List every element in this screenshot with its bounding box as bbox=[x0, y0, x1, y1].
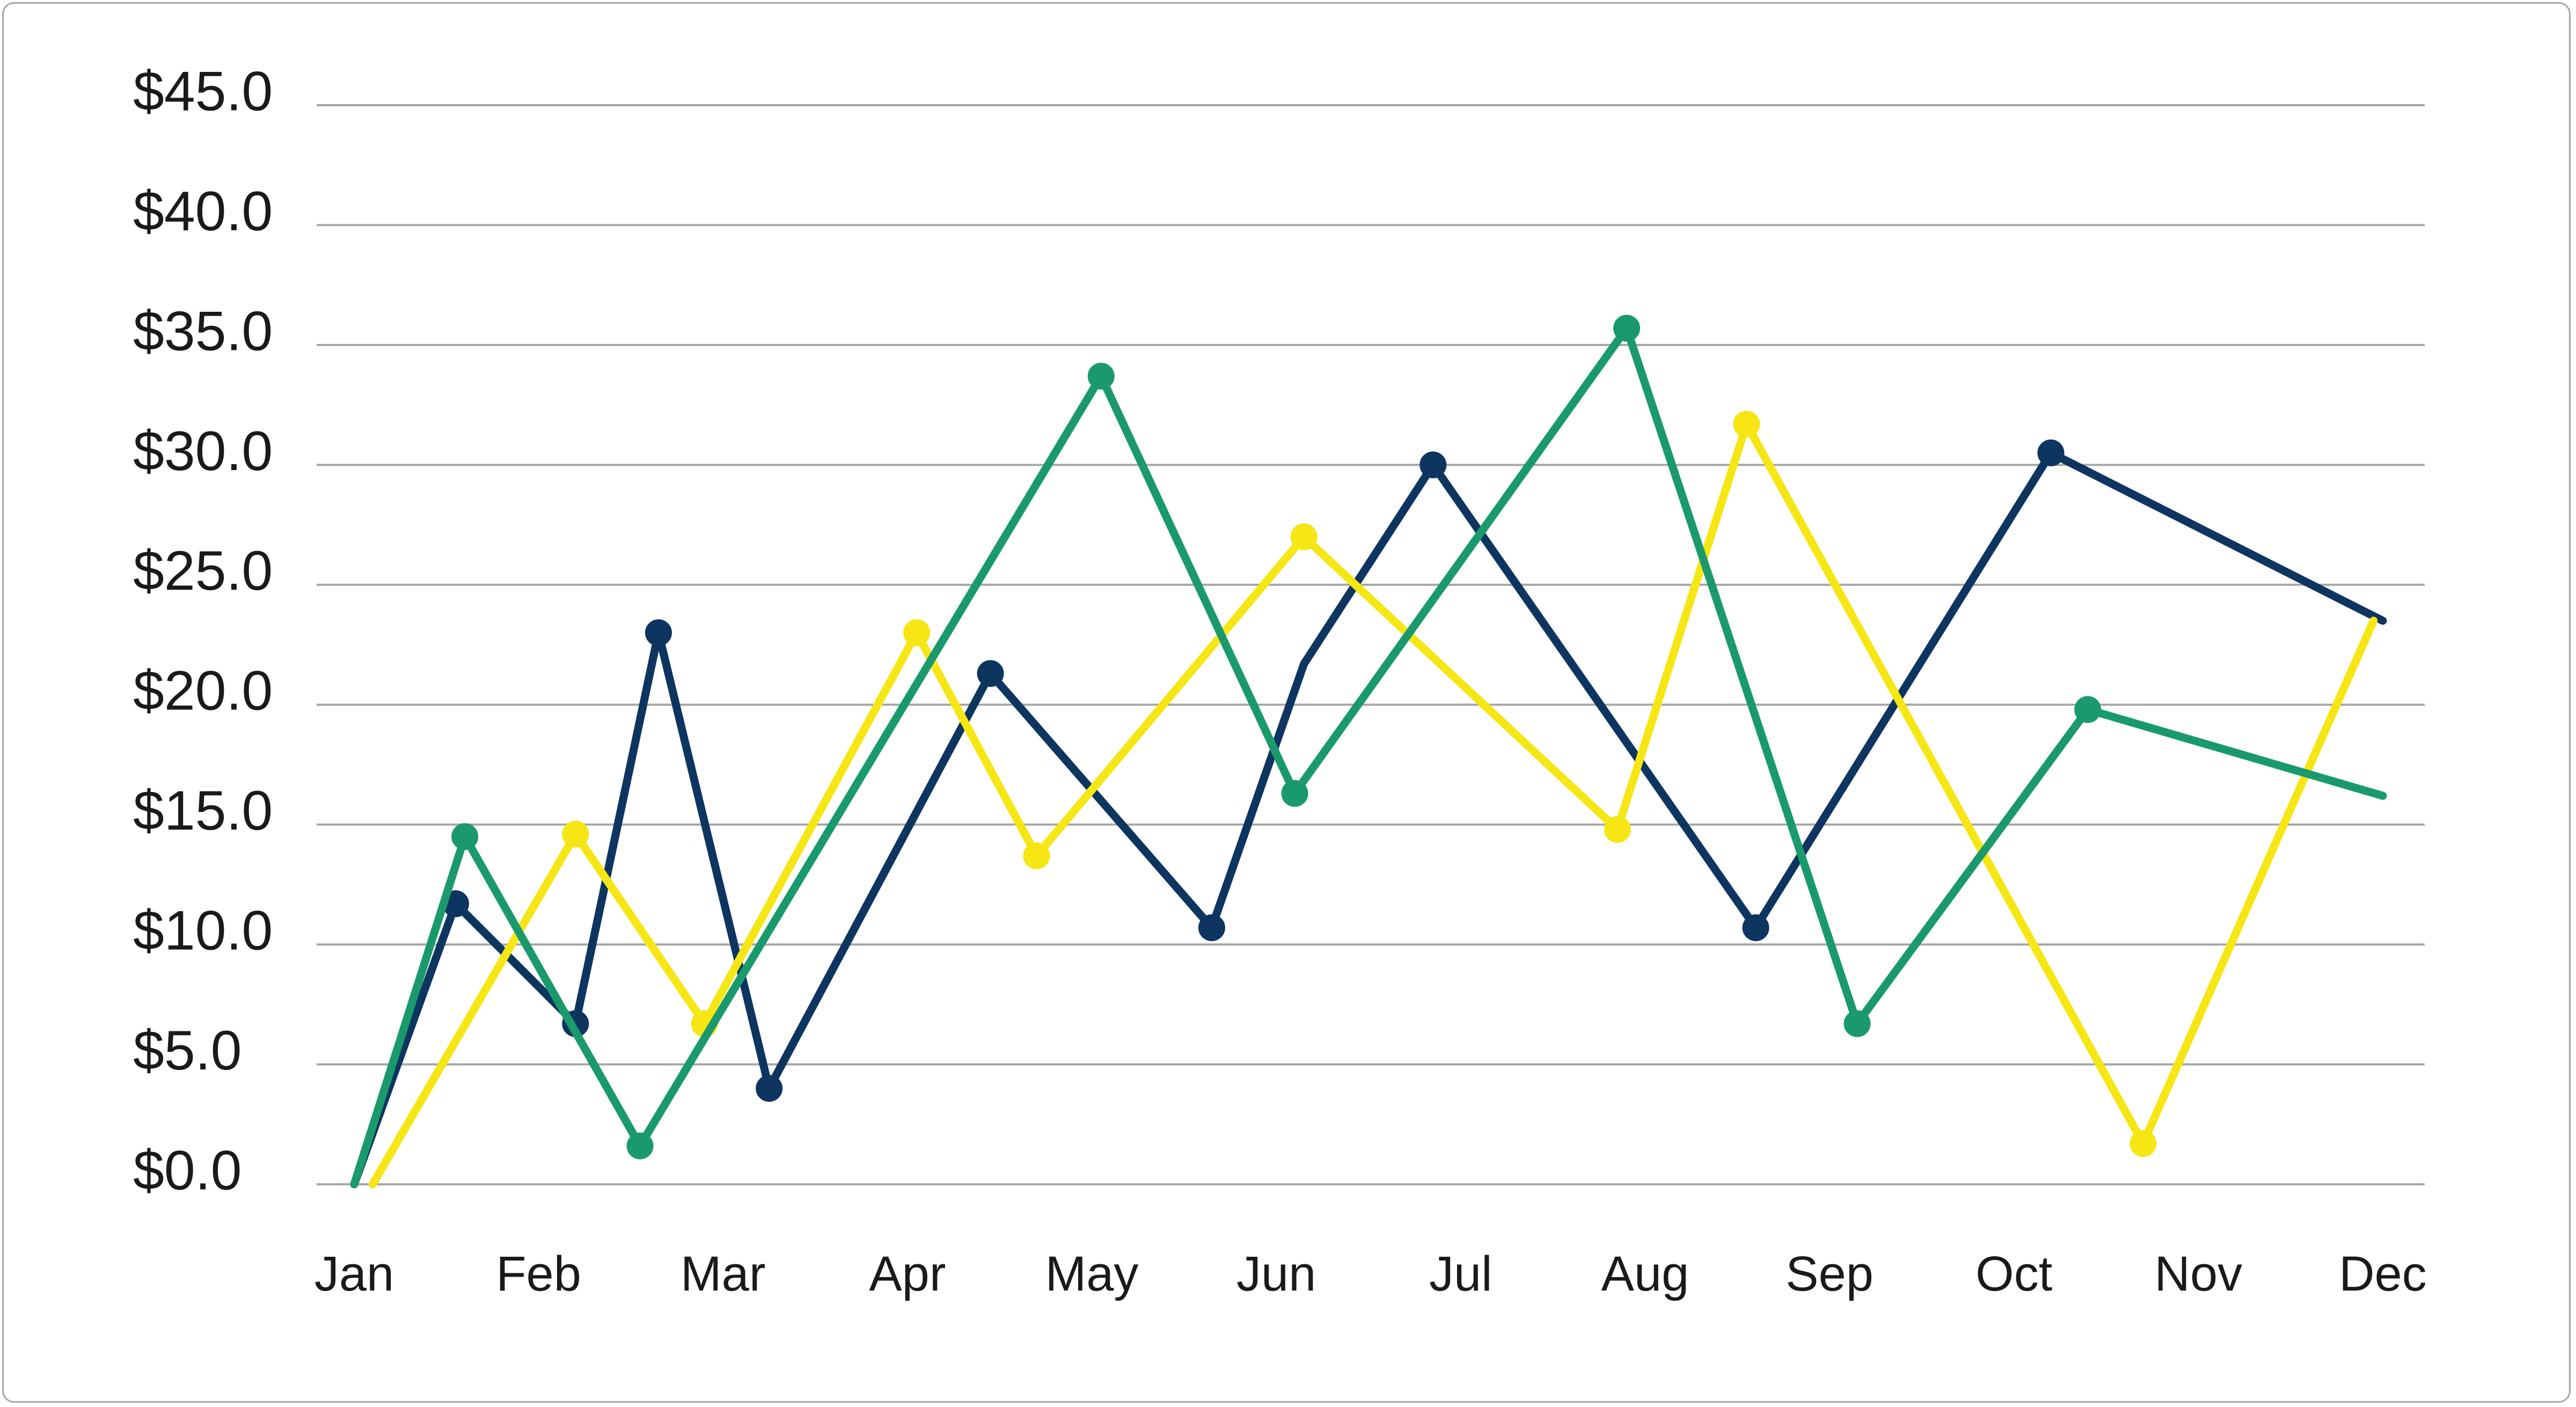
series-line bbox=[350, 449, 2387, 1189]
data-point-marker bbox=[2074, 696, 2102, 723]
x-tick-label: May bbox=[1045, 1247, 1139, 1301]
data-point-marker bbox=[1023, 842, 1050, 869]
data-point-marker bbox=[1087, 362, 1115, 390]
data-point-marker bbox=[626, 1132, 654, 1160]
data-point-marker bbox=[1613, 314, 1641, 342]
gridlines bbox=[317, 104, 2425, 1185]
y-tick-label: $40.0 bbox=[133, 180, 273, 243]
data-point-marker bbox=[977, 660, 1004, 687]
y-tick-label: $15.0 bbox=[133, 780, 273, 842]
data-point-marker bbox=[645, 619, 672, 647]
data-point-marker bbox=[451, 823, 479, 851]
series-2 bbox=[368, 411, 2378, 1189]
x-tick-label: Jul bbox=[1429, 1247, 1492, 1301]
data-point-marker bbox=[2129, 1130, 2157, 1157]
data-point-marker bbox=[1198, 914, 1225, 941]
data-point-marker bbox=[2037, 439, 2065, 466]
y-tick-label: $25.0 bbox=[133, 540, 273, 602]
series-1 bbox=[350, 439, 2387, 1189]
x-tick-label: Oct bbox=[1975, 1247, 2052, 1301]
y-tick-label: $45.0 bbox=[133, 60, 273, 122]
series-lines bbox=[350, 314, 2387, 1189]
data-point-marker bbox=[1843, 1010, 1871, 1037]
y-tick-label: $0.0 bbox=[133, 1139, 241, 1201]
data-point-marker bbox=[1419, 451, 1447, 479]
x-tick-label: Nov bbox=[2155, 1247, 2243, 1301]
data-point-marker bbox=[1604, 816, 1631, 843]
data-point-marker bbox=[562, 820, 589, 848]
data-point-marker bbox=[1281, 780, 1308, 807]
data-point-marker bbox=[903, 619, 931, 647]
x-tick-label: Jun bbox=[1236, 1247, 1316, 1301]
y-tick-label: $10.0 bbox=[133, 900, 273, 962]
y-tick-label: $35.0 bbox=[133, 300, 273, 362]
x-tick-label: Apr bbox=[869, 1247, 946, 1301]
y-tick-label: $30.0 bbox=[133, 420, 273, 482]
x-tick-label: Sep bbox=[1785, 1247, 1874, 1301]
x-tick-label: Dec bbox=[2339, 1247, 2427, 1301]
y-tick-label: $5.0 bbox=[133, 1020, 241, 1082]
series-line bbox=[368, 420, 2378, 1189]
y-tick-label: $20.0 bbox=[133, 660, 273, 722]
series-3 bbox=[350, 314, 2387, 1189]
x-tick-label: Feb bbox=[496, 1247, 581, 1301]
data-point-marker bbox=[1290, 523, 1318, 551]
x-tick-label: Mar bbox=[680, 1247, 765, 1301]
data-point-marker bbox=[1742, 914, 1769, 941]
x-tick-label: Aug bbox=[1601, 1247, 1689, 1301]
series-line bbox=[350, 324, 2387, 1189]
data-point-marker bbox=[756, 1075, 783, 1102]
x-axis-tick-labels: Jan Feb Mar Apr May Jun Jul Aug Sep Oct Nov Dec bbox=[314, 1247, 2427, 1301]
y-axis-tick-labels: $0.0 $5.0 $10.0 $15.0 $20.0 $25.0 $30.0 $35.0 $4… bbox=[133, 60, 273, 1201]
x-tick-label: Jan bbox=[314, 1247, 394, 1301]
data-point-marker bbox=[1733, 411, 1760, 438]
